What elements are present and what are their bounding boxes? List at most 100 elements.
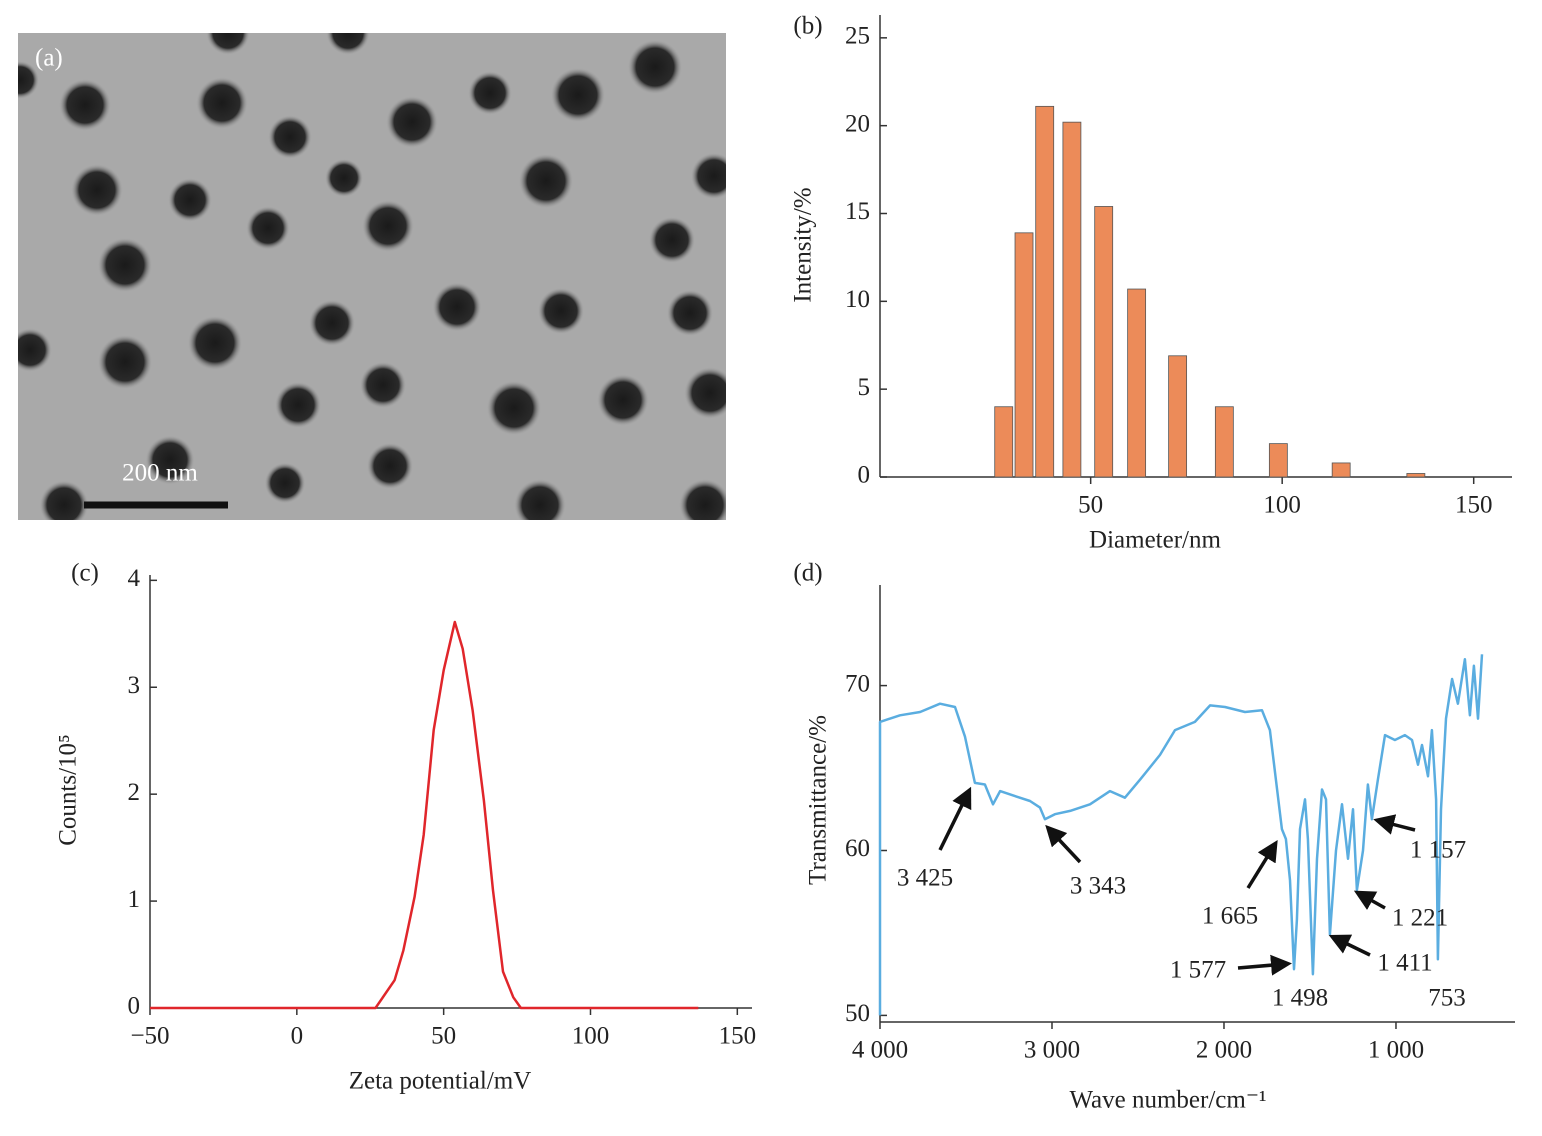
annotation: 1 157 [1410, 837, 1466, 864]
particle [188, 316, 242, 370]
y-axis-label: Transmittance/% [805, 715, 832, 885]
y-tick-label: 20 [845, 110, 870, 137]
annotation: 1 221 [1392, 905, 1448, 932]
y-axis-label: Intensity/% [790, 187, 817, 302]
bar [994, 406, 1014, 478]
y-tick-label: 4 [128, 565, 141, 592]
bar [1268, 443, 1288, 478]
particle [684, 367, 726, 419]
particle [386, 96, 438, 148]
particle [362, 200, 414, 252]
y-tick-label: 60 [845, 835, 870, 862]
particle [264, 462, 306, 504]
particle [145, 435, 195, 485]
particle [168, 178, 212, 222]
particle [597, 374, 649, 426]
particle [98, 335, 152, 389]
x-tick-label: 3 000 [1024, 1037, 1080, 1064]
x-axis-label: Diameter/nm [1089, 527, 1221, 554]
line [150, 620, 699, 1010]
annotation: 1 577 [1170, 957, 1226, 984]
particle [649, 217, 695, 263]
annotation-arrow [1045, 824, 1082, 864]
annotation: 1 498 [1272, 985, 1328, 1012]
particle [71, 164, 123, 216]
particle [18, 328, 52, 372]
scale-bar-label: 200 nm [122, 460, 198, 487]
particle [18, 61, 39, 99]
annotation: 3 343 [1070, 873, 1126, 900]
bar [1127, 288, 1147, 478]
particle [551, 68, 605, 122]
x-tick-label: 0 [291, 1023, 304, 1050]
annotation: 1 411 [1377, 950, 1432, 977]
chart: (c) Zeta potential/mV Counts/10⁵ 0 1 2 3 4 −50 0 5… [55, 560, 756, 1095]
y-tick-label: 1 [128, 886, 141, 913]
bar [1331, 462, 1351, 478]
particle [59, 79, 111, 131]
y-tick-label: 10 [845, 286, 870, 313]
panel-label: (d) [793, 560, 822, 587]
panel-label: (c) [71, 560, 99, 587]
annotation-arrow [1373, 814, 1416, 835]
y-tick-label: 50 [845, 1000, 870, 1027]
particle [206, 33, 250, 55]
x-tick-label: −50 [130, 1023, 169, 1050]
annotation-arrow [938, 786, 972, 851]
y-tick-label: 5 [858, 374, 871, 401]
bar [1168, 355, 1188, 478]
x-axis-label: Zeta potential/mV [349, 1068, 532, 1095]
x-axis-label: Wave number/cm⁻¹ [1069, 1087, 1266, 1114]
particle [667, 290, 713, 336]
particle [487, 381, 541, 435]
y-tick-label: 15 [845, 198, 870, 225]
x-tick-label: 50 [1078, 492, 1103, 519]
x-tick-label: 150 [1455, 492, 1493, 519]
particle [538, 288, 584, 334]
y-tick-label: 0 [128, 993, 141, 1020]
bar [1035, 105, 1055, 478]
particle [268, 115, 312, 159]
particle [514, 479, 566, 520]
particle [325, 159, 363, 197]
annotation-arrow [1353, 890, 1386, 911]
annotation-arrow [1328, 934, 1371, 957]
particle [98, 238, 152, 292]
particle [275, 382, 321, 428]
tem-image: 200 nm (a) [18, 33, 726, 520]
annotation: 3 425 [897, 865, 953, 892]
panel-label: (a) [35, 45, 63, 72]
y-tick-label: 0 [858, 462, 871, 489]
particle [196, 77, 248, 129]
bar [1094, 206, 1114, 478]
particle [519, 154, 573, 208]
x-tick-label: 4 000 [852, 1037, 908, 1064]
bar [1406, 473, 1426, 478]
annotation: 753 [1428, 985, 1466, 1012]
particle [432, 282, 482, 332]
x-tick-label: 100 [1263, 492, 1301, 519]
particle [39, 480, 89, 520]
x-tick-label: 50 [431, 1023, 456, 1050]
particles [18, 33, 726, 520]
y-tick-label: 70 [845, 670, 870, 697]
annotation-arrow [1246, 840, 1278, 889]
particle [691, 153, 726, 199]
particle [246, 206, 290, 250]
particle [367, 443, 413, 489]
y-tick-label: 3 [128, 672, 141, 699]
annotation-arrow [1237, 954, 1292, 976]
x-tick-label: 2 000 [1196, 1037, 1252, 1064]
chart: (d) Wave number/cm⁻¹ Transmittance/% 50 60 70… [793, 560, 1515, 1114]
y-axis-label: Counts/10⁵ [55, 734, 82, 846]
particle [326, 33, 370, 55]
panel-label: (b) [793, 13, 822, 40]
annotation: 1 665 [1202, 903, 1258, 930]
x-tick-label: 150 [719, 1023, 757, 1050]
line [878, 654, 1484, 1016]
particle [468, 71, 512, 115]
bar [1214, 406, 1234, 478]
particle [628, 40, 682, 94]
particle [360, 362, 406, 408]
